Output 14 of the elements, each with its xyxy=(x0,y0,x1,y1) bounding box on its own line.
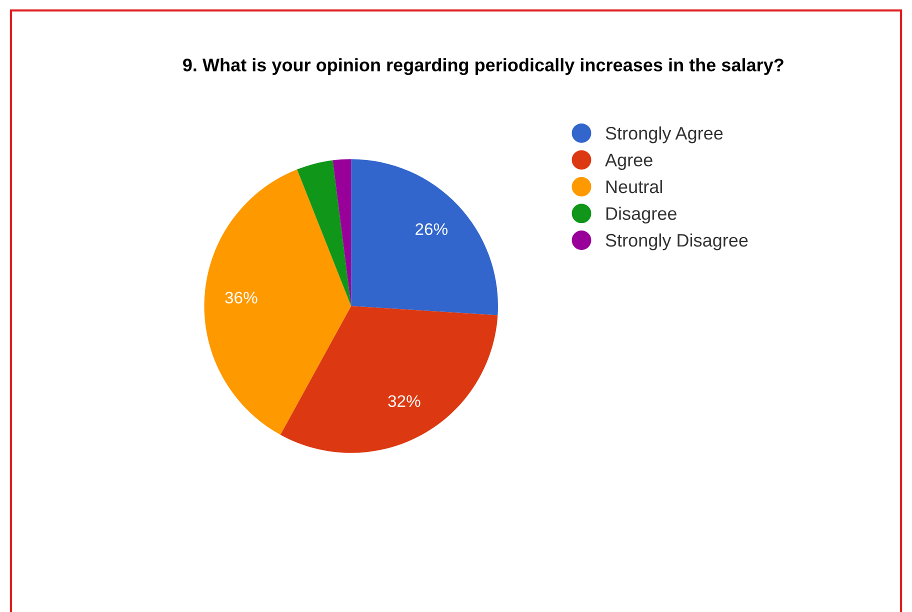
data-label: 36% xyxy=(225,292,258,304)
pie-slice xyxy=(351,159,498,316)
legend-label: Neutral xyxy=(606,180,662,194)
pie-slice xyxy=(204,169,352,435)
data-label: 26% xyxy=(416,223,448,236)
legend-label: Disagree xyxy=(606,206,676,224)
data-label: 32% xyxy=(388,395,420,408)
legend-label: Strongly Disagree xyxy=(606,233,748,250)
legend-label: Strongly Agree xyxy=(606,126,723,144)
legend-label: Agree xyxy=(605,154,652,170)
chart-title: 9. What is your opinion regarding periodically increases in the salary? xyxy=(183,58,784,76)
pie-slice xyxy=(332,159,352,306)
pie-slice xyxy=(297,160,352,306)
pie-slice xyxy=(280,306,498,453)
